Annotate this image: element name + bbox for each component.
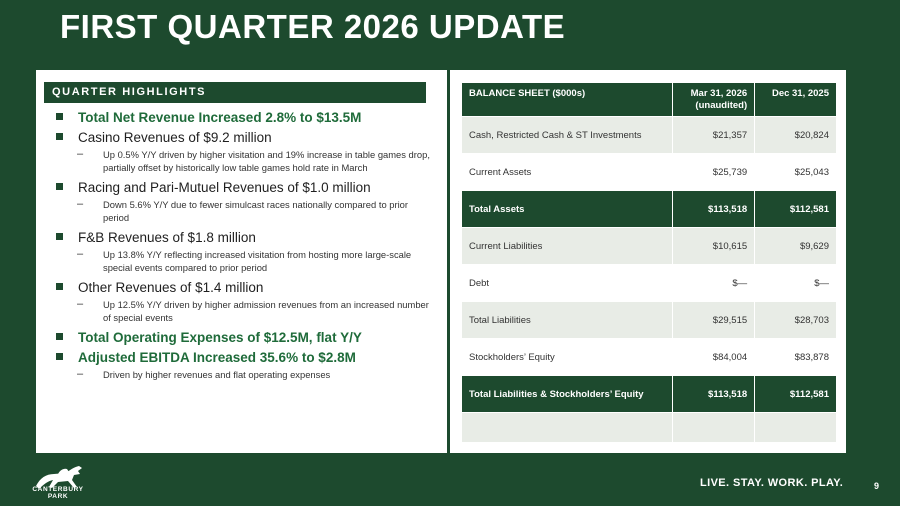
table-row: Current Assets $25,739 $25,043 bbox=[460, 153, 837, 191]
highlight-subitem: Up 0.5% Y/Y driven by higher visitation … bbox=[56, 148, 436, 174]
row-label: Current Assets bbox=[460, 153, 674, 191]
table-header-row: BALANCE SHEET ($000s) Mar 31, 2026 (unau… bbox=[460, 82, 837, 117]
highlight-subitem: Up 12.5% Y/Y driven by higher admission … bbox=[56, 298, 436, 324]
row-label: Total Liabilities & Stockholders’ Equity bbox=[460, 375, 674, 413]
row-label: Cash, Restricted Cash & ST Investments bbox=[460, 116, 674, 154]
highlight-subitem: Up 13.8% Y/Y reflecting increased visita… bbox=[56, 248, 436, 274]
row-label bbox=[460, 412, 674, 443]
highlight-item: Other Revenues of $1.4 million bbox=[56, 279, 436, 296]
column-header: Dec 31, 2025 bbox=[754, 82, 837, 117]
row-value bbox=[754, 412, 837, 443]
canterbury-park-logo: CANTERBURY PARK bbox=[22, 462, 94, 500]
column-header: BALANCE SHEET ($000s) bbox=[460, 82, 674, 117]
page-number: 9 bbox=[874, 481, 880, 491]
row-value: $84,004 bbox=[672, 338, 756, 376]
table-row: Total Liabilities $29,515 $28,703 bbox=[460, 301, 837, 339]
row-value: $25,739 bbox=[672, 153, 756, 191]
highlight-item: Total Operating Expenses of $12.5M, flat… bbox=[56, 329, 436, 346]
highlight-item: F&B Revenues of $1.8 million bbox=[56, 229, 436, 246]
table-row: Stockholders’ Equity $84,004 $83,878 bbox=[460, 338, 837, 376]
balance-sheet-panel: BALANCE SHEET ($000s) Mar 31, 2026 (unau… bbox=[450, 70, 846, 453]
row-value: $— bbox=[754, 264, 837, 302]
row-label: Stockholders’ Equity bbox=[460, 338, 674, 376]
row-value bbox=[672, 412, 756, 443]
row-value: $20,824 bbox=[754, 116, 837, 154]
table-empty-row bbox=[460, 412, 837, 443]
highlight-subitem: Driven by higher revenues and flat opera… bbox=[56, 368, 436, 382]
table-row: Current Liabilities $10,615 $9,629 bbox=[460, 227, 837, 265]
highlights-heading: QUARTER HIGHLIGHTS bbox=[44, 82, 426, 103]
row-label: Debt bbox=[460, 264, 674, 302]
row-label: Total Liabilities bbox=[460, 301, 674, 339]
highlights-panel: QUARTER HIGHLIGHTS Total Net Revenue Inc… bbox=[36, 70, 447, 453]
row-value: $25,043 bbox=[754, 153, 837, 191]
row-label: Total Assets bbox=[460, 190, 674, 228]
highlight-subitem: Down 5.6% Y/Y due to fewer simulcast rac… bbox=[56, 198, 436, 224]
row-value: $112,581 bbox=[754, 190, 837, 228]
table-row: Cash, Restricted Cash & ST Investments $… bbox=[460, 116, 837, 154]
highlight-item: Adjusted EBITDA Increased 35.6% to $2.8M bbox=[56, 349, 436, 366]
row-value: $21,357 bbox=[672, 116, 756, 154]
logo-text: CANTERBURY PARK bbox=[32, 486, 84, 500]
table-row: Debt $— $— bbox=[460, 264, 837, 302]
row-value: $113,518 bbox=[672, 375, 756, 413]
table-total-row: Total Liabilities & Stockholders’ Equity… bbox=[460, 375, 837, 413]
table-total-row: Total Assets $113,518 $112,581 bbox=[460, 190, 837, 228]
row-value: $113,518 bbox=[672, 190, 756, 228]
highlight-item: Total Net Revenue Increased 2.8% to $13.… bbox=[56, 109, 436, 126]
highlight-item: Racing and Pari-Mutuel Revenues of $1.0 … bbox=[56, 179, 436, 196]
row-label: Current Liabilities bbox=[460, 227, 674, 265]
row-value: $28,703 bbox=[754, 301, 837, 339]
row-value: $— bbox=[672, 264, 756, 302]
tagline: LIVE. STAY. WORK. PLAY. bbox=[700, 477, 844, 489]
row-value: $9,629 bbox=[754, 227, 837, 265]
racehorse-icon bbox=[36, 466, 82, 489]
row-value: $112,581 bbox=[754, 375, 837, 413]
row-value: $83,878 bbox=[754, 338, 837, 376]
page-title: FIRST QUARTER 2026 UPDATE bbox=[60, 8, 566, 45]
highlight-item: Casino Revenues of $9.2 million bbox=[56, 129, 436, 146]
row-value: $29,515 bbox=[672, 301, 756, 339]
row-value: $10,615 bbox=[672, 227, 756, 265]
column-header: Mar 31, 2026 (unaudited) bbox=[672, 82, 756, 117]
balance-sheet-table: BALANCE SHEET ($000s) Mar 31, 2026 (unau… bbox=[460, 82, 837, 443]
highlights-list: Total Net Revenue Increased 2.8% to $13.… bbox=[56, 109, 436, 387]
